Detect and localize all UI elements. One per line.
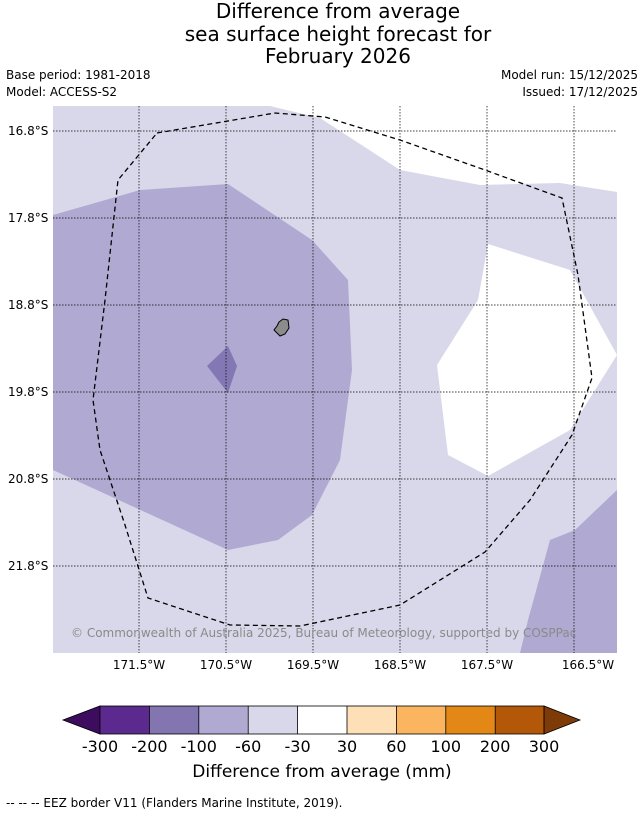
- title-line-3: February 2026: [265, 44, 411, 68]
- colorbar-segment-8: [445, 706, 496, 734]
- issued-date: Issued: 17/12/2025: [522, 84, 638, 99]
- colorbar-tick-8: 100: [430, 737, 462, 756]
- lat-label-2: 17.8°S: [8, 211, 49, 225]
- colorbar-segment-2: [149, 706, 199, 734]
- island-shape: [273, 318, 290, 337]
- colorbar-tick-5: -30: [284, 737, 311, 756]
- lat-label-4: 19.8°S: [8, 385, 49, 399]
- eez-footnote: -- -- -- EEZ border V11 (Flanders Marine…: [6, 796, 343, 810]
- colorbar-segment-9: [495, 706, 544, 734]
- colorbar-segment-6: [347, 706, 397, 734]
- colorbar-tick-4: -60: [235, 737, 262, 756]
- eez-border: [92, 112, 593, 627]
- lon-label-4: 168.5°W: [373, 658, 427, 672]
- title-line-1: Difference from average: [215, 0, 461, 23]
- model-name: Model: ACCESS-S2: [6, 84, 118, 99]
- lat-label-6: 21.8°S: [8, 559, 49, 573]
- title-line-2: sea surface height forecast for: [184, 21, 492, 46]
- colorbar-dividers: [148, 706, 496, 734]
- anomaly-mid-west: [53, 184, 352, 550]
- lat-label-5: 20.8°S: [8, 472, 49, 486]
- gridlines: [53, 106, 617, 653]
- lat-label-3: 18.8°S: [8, 298, 49, 312]
- neutral-region-top: [53, 106, 617, 192]
- colorbar-tick-6: 30: [336, 737, 358, 756]
- anomaly-mid-southeast: [520, 490, 617, 653]
- colorbar-tick-3: -100: [180, 737, 217, 756]
- lon-label-6: 166.5°W: [561, 658, 615, 672]
- colorbar-tick-9: 200: [479, 737, 511, 756]
- map-title: Difference from average sea surface heig…: [0, 0, 644, 68]
- lon-label-1: 171.5°W: [112, 658, 166, 672]
- lat-label-1: 16.8°S: [8, 124, 49, 138]
- copyright-notice: © Commonwealth of Australia 2025, Bureau…: [71, 626, 577, 640]
- lon-label-5: 167.5°W: [460, 658, 514, 672]
- colorbar-segment-7: [396, 706, 446, 734]
- colorbar-segment-4: [248, 706, 298, 734]
- meta-left: Base period: 1981-2018 Model: ACCESS-S2: [6, 67, 151, 100]
- colorbar-segment-5: [297, 706, 347, 734]
- colorbar-segment-1: [100, 706, 150, 734]
- colorbar-low-extend: [61, 705, 101, 735]
- lon-label-3: 169.5°W: [286, 658, 340, 672]
- anomaly-dark-patch: [207, 346, 237, 393]
- colorbar-label: Difference from average (mm): [192, 762, 452, 782]
- colorbar-high-extend: [543, 705, 582, 735]
- colorbar-frame: [99, 705, 545, 735]
- colorbar-tick-2: -200: [131, 737, 168, 756]
- lon-label-2: 170.5°W: [199, 658, 253, 672]
- colorbar-segment-3: [198, 706, 249, 734]
- colorbar-tick-1: -300: [81, 737, 119, 756]
- colorbar-tick-7: 60: [386, 737, 407, 756]
- neutral-region-east: [437, 244, 617, 476]
- meta-right: Model run: 15/12/2025 Issued: 17/12/2025: [501, 67, 638, 100]
- colorbar-tick-10: 300: [528, 737, 560, 756]
- base-period: Base period: 1981-2018: [6, 68, 151, 82]
- model-run: Model run: 15/12/2025: [500, 68, 638, 82]
